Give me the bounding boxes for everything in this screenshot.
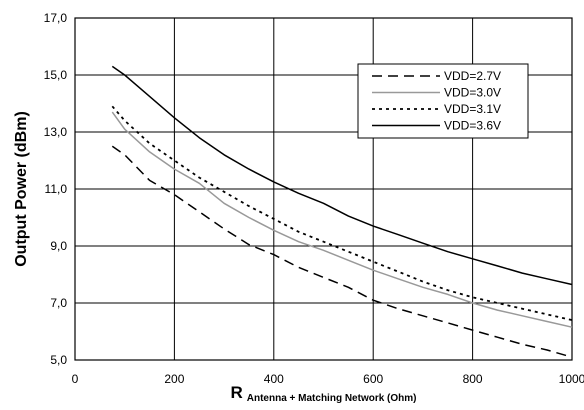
legend-box [357, 63, 529, 139]
y-tick-label: 13,0 [44, 125, 68, 139]
y-axis-ticks: 5,0 7,0 9,0 11,0 13,0 15,0 17,0 [44, 11, 68, 367]
y-tick-label: 9,0 [50, 239, 67, 253]
series-line-2 [111, 111, 573, 328]
series-group [111, 65, 573, 358]
y-tick-label: 17,0 [44, 11, 68, 25]
x-axis-label: R Antenna + Matching Network (Ohm) [230, 383, 416, 404]
series-line-1 [111, 145, 573, 358]
y-tick-label: 15,0 [44, 68, 68, 82]
x-axis-label-subscript: Antenna + Matching Network (Ohm) [247, 393, 417, 404]
x-tick-label: 600 [363, 372, 383, 386]
x-axis-label-main: R [230, 383, 242, 402]
legend-label-3: VDD=3.1V [444, 102, 501, 116]
x-tick-label: 400 [264, 372, 284, 386]
y-tick-label: 7,0 [50, 296, 67, 310]
legend-label-2: VDD=3.0V [444, 86, 501, 100]
x-tick-label: 0 [72, 372, 79, 386]
legend-label-1: VDD=2.7V [444, 69, 501, 83]
y-tick-label: 5,0 [50, 353, 67, 367]
x-tick-label: 1000 [559, 372, 584, 386]
x-tick-label: 200 [164, 372, 184, 386]
plot-area-frame [74, 17, 573, 361]
x-axis-ticks: 0 200 400 600 800 1000 [72, 372, 584, 386]
y-tick-label: 11,0 [45, 182, 68, 196]
y-axis-label: Output Power (dBm) [13, 111, 30, 267]
legend-label-4: VDD=3.6V [444, 119, 501, 133]
series-line-3 [111, 105, 573, 321]
legend: VDD=2.7V VDD=3.0V VDD=3.1V VDD=3.6V [357, 63, 529, 139]
x-tick-label: 800 [463, 372, 483, 386]
series-line-4 [111, 65, 573, 286]
